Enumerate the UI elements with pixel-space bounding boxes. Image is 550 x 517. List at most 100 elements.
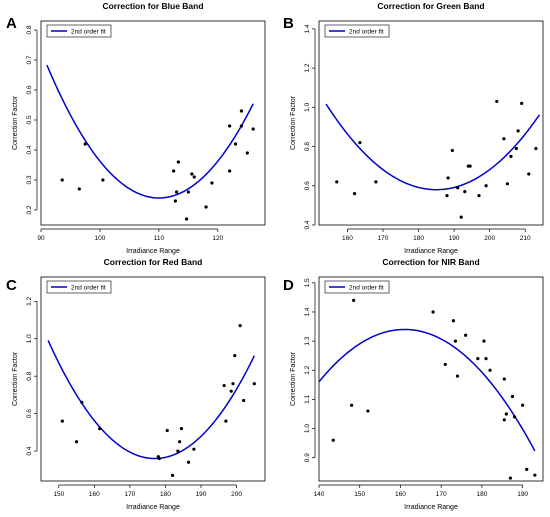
data-point [331,438,335,442]
data-point [502,137,506,141]
y-tick-label: 0.5 [26,115,33,124]
plot-frame [40,20,266,226]
x-tick-label: 150 [53,491,64,498]
plot-frame [318,20,544,226]
data-point [186,190,190,194]
data-point [366,409,370,413]
y-tick-label: 0.6 [26,85,33,94]
y-tick-label: 1.2 [304,365,311,374]
y-tick-label: 1.1 [304,395,311,404]
x-tick-label: 120 [212,235,223,242]
data-point [484,357,488,361]
data-point [185,217,189,221]
y-axis-label: Correction Factor [290,351,297,406]
data-point [165,428,169,433]
data-point [482,339,486,343]
data-point [192,447,196,451]
y-tick-label: 1.0 [304,102,311,111]
y-tick-label: 1.5 [304,278,311,287]
data-point [60,419,64,423]
panel-label: B [283,15,294,32]
data-point [186,460,191,464]
data-point [455,374,460,378]
y-tick-label: 0.4 [26,446,33,455]
data-point [352,192,357,196]
x-tick-label: 90 [37,235,45,242]
data-point [83,142,87,146]
fit-line [47,340,256,460]
data-point [502,377,506,381]
data-point [238,324,242,328]
legend-box [46,280,112,294]
data-point [505,182,510,186]
data-point [431,310,435,314]
x-tick-label: 150 [354,491,365,498]
legend-box [324,24,390,38]
data-point [512,415,517,419]
data-point [239,109,244,113]
data-point [172,169,176,173]
data-point [77,187,81,191]
y-axis-label: Correction Factor [290,95,297,150]
data-point [179,426,184,431]
data-point [252,382,256,386]
data-point [495,99,499,104]
x-axis-label: Irradiance Range [126,504,180,511]
data-point [509,154,513,158]
data-point [170,473,175,477]
data-point [520,101,524,105]
data-point [445,193,449,198]
data-point [459,215,463,219]
y-tick-label: 0.4 [26,145,33,154]
data-point [456,186,460,190]
x-tick-label: 190 [196,491,207,498]
data-point [352,298,356,302]
data-point [228,124,232,128]
data-point [508,476,513,480]
data-point [222,383,226,388]
y-tick-label: 1.2 [26,296,33,305]
data-point [178,440,182,444]
panel-d: D Correction for NIR Band 140 150 160 170 180 1… [283,257,544,511]
x-tick-label: 160 [89,491,100,498]
data-point [514,146,518,151]
x-tick-label: 210 [520,235,531,242]
data-point [60,178,64,182]
legend-label: 2nd order fit [349,285,384,292]
data-point [468,164,472,168]
x-tick-label: 140 [314,491,325,498]
data-point [245,151,249,155]
data-point [476,357,480,361]
y-tick-label: 0.6 [304,181,311,190]
plot-frame [40,276,266,482]
x-tick-label: 170 [436,491,447,498]
y-tick-label: 1.0 [304,424,311,433]
data-point [463,190,467,194]
x-tick-label: 170 [124,491,135,498]
x-axis-label: Irradiance Range [404,248,458,255]
data-point [525,467,529,471]
data-point [510,394,515,399]
data-point [176,449,180,453]
fit-line [325,103,541,191]
data-point [239,124,244,128]
legend: 2nd order fit [324,24,390,38]
x-tick-label: 160 [395,491,406,498]
panel-label: A [6,15,17,32]
data-point [527,172,531,176]
y-tick-label: 0.8 [26,371,33,380]
x-tick-label: 160 [342,235,353,242]
data-point [446,176,450,180]
y-tick-label: 0.2 [26,205,33,214]
data-point [521,403,525,407]
legend: 2nd order fit [46,24,112,38]
y-axis-label: Correction Factor [12,351,19,406]
data-point [504,412,508,416]
y-tick-label: 1.4 [304,307,311,316]
data-point [453,339,458,343]
fit-line [46,64,254,199]
y-axis-label: Correction Factor [12,95,19,150]
legend: 2nd order fit [324,280,390,294]
panel-a: A Correction for Blue Band 90 100 110 120 Irra… [6,1,266,255]
